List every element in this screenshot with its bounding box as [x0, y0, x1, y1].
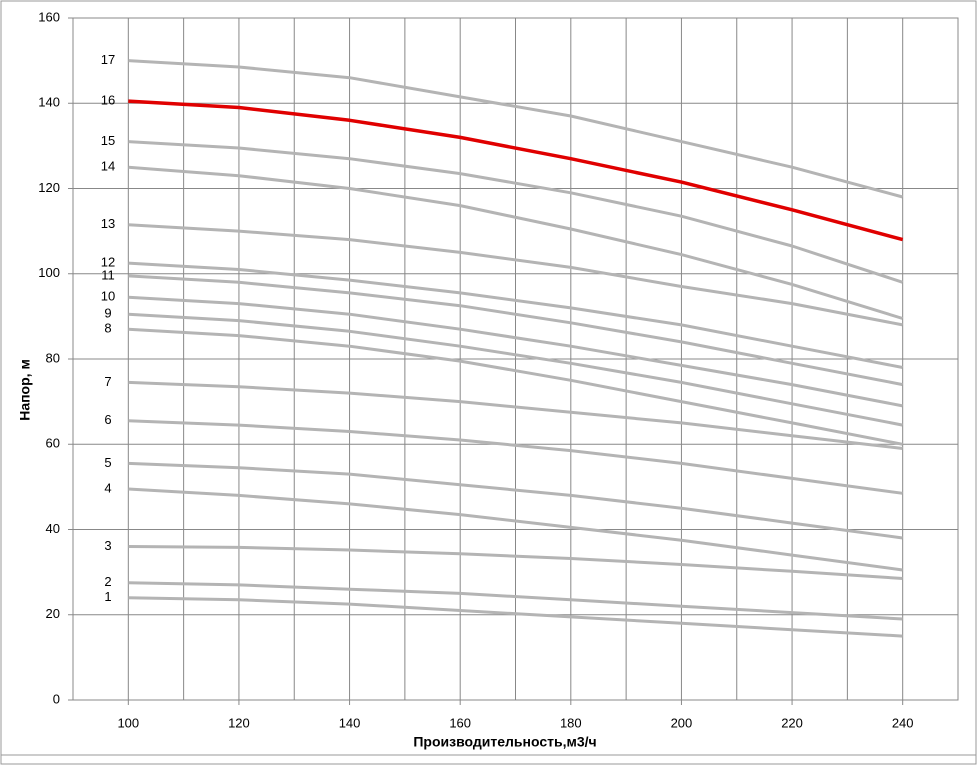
x-tick-label: 220 [781, 715, 803, 730]
series-line [128, 295, 903, 408]
y-axis-title: Напор, м [17, 359, 33, 421]
series-line [128, 59, 904, 199]
series-label: 6 [104, 412, 111, 427]
series-line [128, 487, 903, 572]
series-label: 12 [101, 255, 115, 270]
y-tick-label: 80 [46, 350, 60, 365]
series-line [128, 223, 903, 327]
x-tick-label: 160 [449, 715, 471, 730]
series-line [128, 165, 904, 320]
series-label: 9 [104, 306, 111, 321]
y-tick-label: 60 [46, 436, 60, 451]
series-line [128, 261, 903, 369]
series-label: 5 [104, 455, 111, 470]
series-label: 4 [104, 480, 111, 495]
y-tick-label: 20 [46, 606, 60, 621]
series-label: 8 [104, 321, 111, 336]
series-label: 7 [104, 374, 111, 389]
series-label: 16 [101, 93, 115, 108]
series-label: 17 [101, 52, 115, 67]
series-label: 10 [101, 289, 115, 304]
series-line [128, 581, 903, 621]
plot-border [72, 17, 959, 701]
x-tick-label: 100 [117, 715, 139, 730]
series-label: 3 [104, 538, 111, 553]
y-tick-label: 40 [46, 521, 60, 536]
x-tick-label: 200 [671, 715, 693, 730]
series-line [128, 461, 903, 540]
series-line [128, 596, 903, 638]
series-line [128, 140, 904, 284]
y-tick-label: 140 [38, 95, 60, 110]
x-tick-label: 180 [560, 715, 582, 730]
series-line [128, 380, 903, 450]
series-label: 1 [104, 589, 111, 604]
series-label: 2 [104, 574, 111, 589]
y-tick-label: 100 [38, 265, 60, 280]
y-tick-label: 0 [53, 691, 60, 706]
series-line [128, 327, 903, 446]
series-line [128, 419, 903, 495]
series-line [128, 545, 903, 580]
y-tick-label: 120 [38, 180, 60, 195]
x-axis-title: Производительность,м3/ч [413, 734, 596, 750]
series-label: 11 [101, 267, 115, 282]
y-tick-label: 160 [38, 9, 60, 24]
x-tick-label: 120 [228, 715, 250, 730]
series-line [128, 312, 903, 427]
series-line [128, 274, 903, 387]
x-tick-label: 140 [339, 715, 361, 730]
x-tick-label: 240 [892, 715, 914, 730]
series-label: 14 [101, 159, 115, 174]
series-line [128, 99, 904, 242]
series-label: 15 [101, 133, 115, 148]
series-label: 13 [101, 216, 115, 231]
